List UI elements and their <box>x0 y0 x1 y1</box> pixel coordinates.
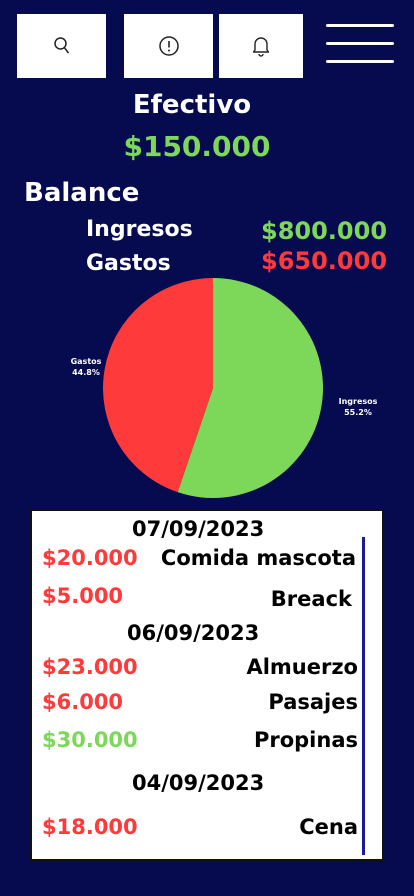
info-button[interactable] <box>124 14 213 78</box>
income-amount: $800.000 <box>261 217 388 245</box>
balance-pie-chart: Ingresos 55.2% Gastos 44.8% <box>71 278 378 498</box>
balance-title: Balance <box>24 178 140 208</box>
transaction-amount: $23.000 <box>42 655 138 679</box>
pie-slice-ingresos <box>177 278 324 498</box>
transaction-description: Breack <box>270 587 352 611</box>
transaction-description: Almuerzo <box>246 655 358 679</box>
pie-label-gastos: Gastos <box>71 357 102 366</box>
date-header: 07/09/2023 <box>132 517 265 541</box>
notifications-button[interactable] <box>219 14 303 78</box>
alert-circle-icon <box>158 36 179 56</box>
transaction-amount: $5.000 <box>42 584 124 608</box>
transaction-amount: $30.000 <box>42 728 138 752</box>
date-header: 06/09/2023 <box>127 621 260 645</box>
transaction-amount: $18.000 <box>42 815 138 839</box>
cash-amount: $150.000 <box>123 130 271 163</box>
scrollbar[interactable] <box>362 537 365 855</box>
pie-slice-gastos <box>103 278 213 493</box>
date-header: 04/09/2023 <box>132 771 265 795</box>
transaction-description: Comida mascota <box>160 546 356 570</box>
expense-amount: $650.000 <box>261 247 388 275</box>
cash-label: Efectivo <box>132 90 252 120</box>
search-button[interactable] <box>17 14 106 78</box>
transactions-list[interactable]: 07/09/2023 $20.000 Comida mascota $5.000… <box>30 509 384 861</box>
transaction-amount: $6.000 <box>42 690 124 714</box>
pie-value-ingresos: 55.2% <box>344 408 372 417</box>
pie-label-ingresos: Ingresos <box>339 397 378 406</box>
pie-value-gastos: 44.8% <box>72 368 100 377</box>
expense-label: Gastos <box>86 251 171 276</box>
transaction-description: Propinas <box>253 728 358 752</box>
income-label: Ingresos <box>86 217 193 242</box>
search-icon <box>53 37 69 54</box>
transaction-amount: $20.000 <box>42 546 138 570</box>
hamburger-menu-icon[interactable] <box>322 22 398 66</box>
bell-icon <box>252 37 270 57</box>
transaction-description: Cena <box>299 815 358 839</box>
transaction-description: Pasajes <box>268 690 358 714</box>
